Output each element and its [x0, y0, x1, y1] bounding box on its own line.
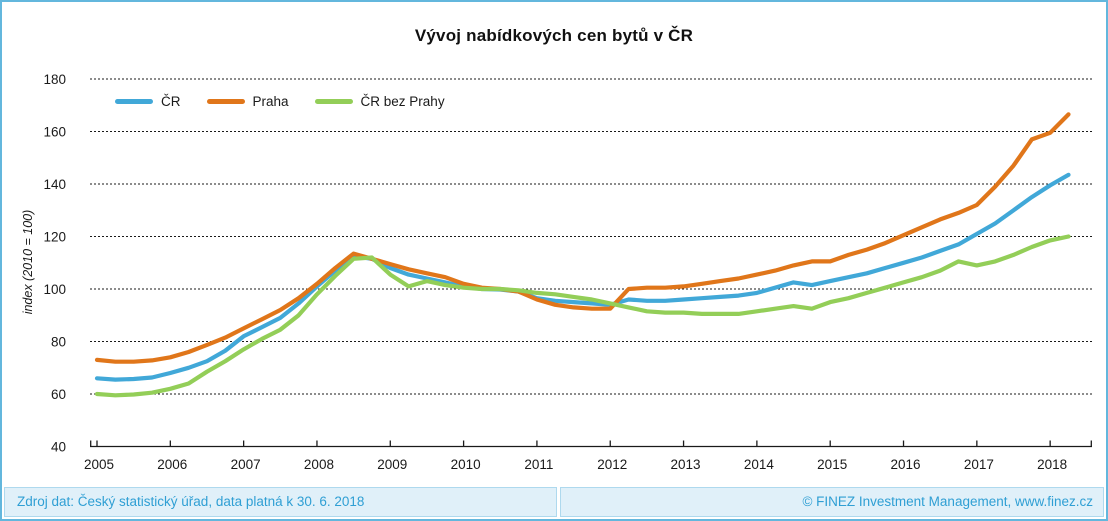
x-tick-label-2015: 2015 — [817, 457, 847, 472]
y-tick-label-140: 140 — [43, 177, 66, 192]
y-axis-label: index (2010 = 100) — [21, 210, 35, 315]
x-tick-label-2010: 2010 — [451, 457, 481, 472]
legend-swatch-cr-bez-prahy — [314, 99, 353, 104]
x-tick-label-2014: 2014 — [744, 457, 775, 472]
legend-label-cr: ČR — [161, 94, 181, 109]
plot-area: index (2010 = 100) 40 60 80 100 120 140 160 180… — [21, 72, 1092, 472]
series-line-1 — [94, 112, 1071, 364]
footer-copyright-text: © FINEZ Investment Management, www.finez… — [560, 487, 1104, 517]
x-tick-label-2008: 2008 — [304, 457, 334, 472]
legend-item-cr: ČR — [115, 94, 181, 109]
x-tick-label-2007: 2007 — [231, 457, 261, 472]
y-tick-label-80: 80 — [51, 335, 66, 350]
x-tick-label-2005: 2005 — [84, 457, 114, 472]
series-line-2 — [94, 234, 1071, 398]
x-tick-label-2018: 2018 — [1037, 457, 1067, 472]
x-tick-label-2009: 2009 — [377, 457, 407, 472]
tick-label-layer: 40 60 80 100 120 140 160 180 2005 2006 2007 2008 200… — [43, 72, 1067, 472]
y-tick-label-160: 160 — [43, 125, 66, 140]
legend: ČR Praha ČR bez Prahy — [115, 94, 445, 109]
x-tick-label-2016: 2016 — [890, 457, 920, 472]
legend-label-cr-bez-prahy: ČR bez Prahy — [360, 94, 445, 109]
y-tick-label-100: 100 — [43, 282, 66, 297]
x-tick-label-2006: 2006 — [157, 457, 187, 472]
x-tick-label-2012: 2012 — [597, 457, 627, 472]
legend-item-praha: Praha — [206, 94, 289, 109]
y-tick-label-40: 40 — [51, 440, 66, 455]
y-tick-label-60: 60 — [51, 387, 66, 402]
y-tick-label-120: 120 — [43, 230, 66, 245]
legend-swatch-cr — [115, 99, 153, 104]
legend-swatch-praha — [206, 99, 245, 104]
x-tick-label-2011: 2011 — [524, 457, 553, 472]
chart-title: Vývoj nabídkových cen bytů v ČR — [414, 26, 694, 45]
grid-layer — [90, 78, 1092, 448]
y-tick-label-180: 180 — [43, 72, 66, 87]
series-line-0 — [94, 172, 1071, 382]
footer-source-text: Zdroj dat: Český statistický úřad, data … — [4, 487, 557, 517]
x-tick-label-2017: 2017 — [964, 457, 994, 472]
x-tick-label-2013: 2013 — [671, 457, 701, 472]
series-layer — [94, 112, 1071, 398]
legend-item-cr-bez-prahy: ČR bez Prahy — [314, 94, 445, 109]
legend-label-praha: Praha — [252, 94, 289, 109]
footer-bar: Zdroj dat: Český statistický úřad, data … — [4, 487, 1104, 517]
